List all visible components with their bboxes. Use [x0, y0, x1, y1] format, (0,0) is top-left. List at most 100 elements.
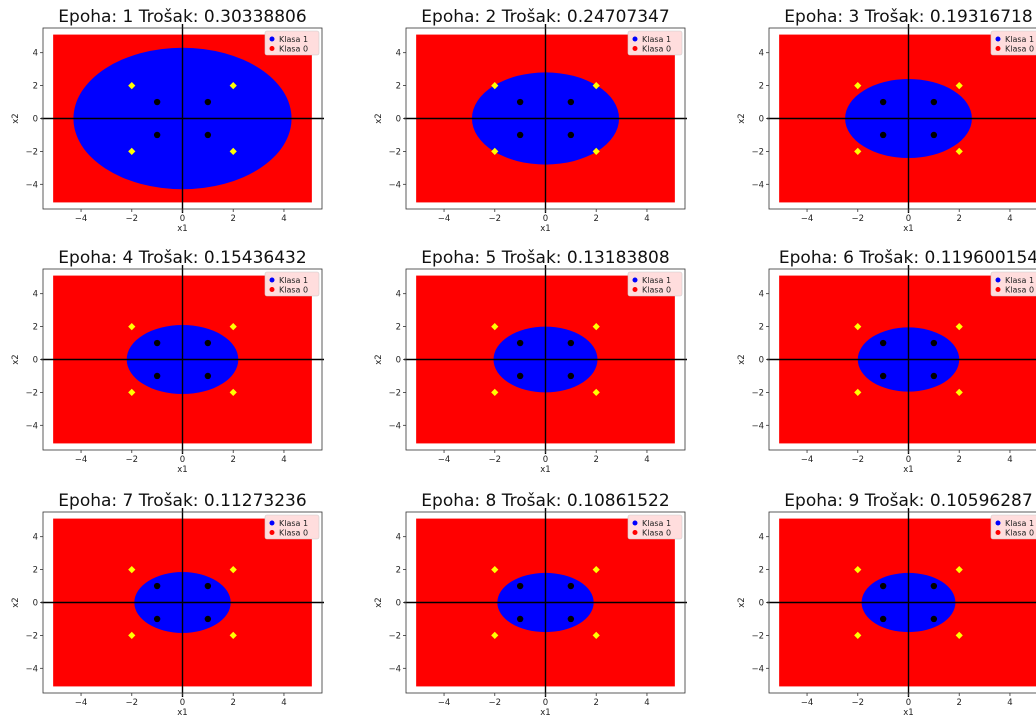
y-tick-label: −4 — [388, 421, 401, 431]
legend-box — [264, 271, 320, 297]
y-axis-label: x2 — [11, 597, 21, 607]
point-class0 — [128, 565, 136, 574]
y-tick-label: 4 — [396, 533, 401, 543]
legend-marker — [632, 520, 638, 526]
legend-marker — [269, 287, 275, 292]
y-tick-label: −4 — [751, 180, 764, 190]
x-tick-label: −2 — [489, 455, 502, 465]
point-class1 — [204, 98, 212, 106]
legend-marker — [269, 520, 275, 526]
point-class0 — [128, 631, 136, 640]
y-axis-label: x2 — [737, 597, 747, 607]
point-class0 — [592, 631, 600, 640]
legend-label: Klasa 0 — [642, 45, 671, 54]
y-axis-label: x2 — [737, 113, 747, 123]
subplot-8: Epoha: 8 Trošak: 0.10861522 −4 −2 0 2 4 −4 −2 0 2… — [374, 491, 687, 718]
subplot-title: Epoha: 9 Trošak: 0.10596287 — [784, 491, 1032, 511]
y-tick-label: 4 — [33, 533, 38, 543]
legend-label: Klasa 1 — [1005, 519, 1034, 528]
x-tick-label: −4 — [438, 455, 451, 465]
legend-marker — [995, 46, 1001, 51]
subplot-title: Epoha: 2 Trošak: 0.24707347 — [421, 7, 669, 27]
x-tick-label: 0 — [906, 214, 911, 224]
x-tick-label: 2 — [231, 455, 236, 465]
y-tick-label: 4 — [759, 290, 764, 300]
point-class0 — [854, 322, 862, 331]
point-class0 — [854, 631, 862, 640]
legend-label: Klasa 0 — [642, 286, 671, 295]
point-class1 — [930, 615, 938, 623]
y-tick-label: 0 — [33, 599, 38, 609]
point-class1 — [153, 98, 161, 106]
legend-box — [990, 514, 1036, 540]
y-tick-label: 2 — [759, 82, 764, 92]
point-class1 — [930, 339, 938, 347]
legend-marker — [995, 287, 1001, 292]
point-class1 — [516, 615, 524, 623]
point-class0 — [229, 147, 237, 156]
y-tick-label: 2 — [759, 566, 764, 576]
y-tick-label: −4 — [25, 664, 38, 674]
x-axis-label: x1 — [903, 708, 913, 718]
subplot-4: Epoha: 4 Trošak: 0.15436432 −4 −2 0 2 4 −4 −2 0 2… — [11, 248, 324, 475]
y-tick-label: 2 — [396, 323, 401, 333]
legend-box — [990, 271, 1036, 297]
y-tick-label: 2 — [33, 82, 38, 92]
x-tick-label: −4 — [801, 214, 814, 224]
y-tick-label: 0 — [759, 599, 764, 609]
y-tick-label: −2 — [388, 388, 401, 398]
subplot-title: Epoha: 8 Trošak: 0.10861522 — [421, 491, 669, 511]
legend-marker — [632, 36, 638, 42]
x-axis-label: x1 — [903, 224, 913, 234]
x-axis-label: x1 — [177, 708, 187, 718]
subplot-7: Epoha: 7 Trošak: 0.11273236 −4 −2 0 2 4 −4 −2 0 2… — [11, 491, 324, 718]
y-tick-label: −4 — [388, 664, 401, 674]
legend-marker — [995, 530, 1001, 535]
point-class0 — [854, 565, 862, 574]
x-tick-label: 2 — [231, 698, 236, 708]
subplot-9: Epoha: 9 Trošak: 0.10596287 −4 −2 0 2 4 −4 −2 0 2… — [737, 491, 1036, 718]
legend-label: Klasa 0 — [279, 529, 308, 538]
x-tick-label: −2 — [489, 698, 502, 708]
subplot-1: Epoha: 1 Trošak: 0.30338806 −4 −2 0 2 4 −4 −2 0 2… — [11, 7, 324, 234]
x-tick-label: 2 — [957, 698, 962, 708]
legend-marker — [632, 287, 638, 292]
legend-label: Klasa 1 — [642, 35, 671, 44]
legend-marker — [269, 530, 275, 535]
point-class0 — [229, 388, 237, 397]
legend-label: Klasa 0 — [1005, 45, 1034, 54]
y-tick-label: 0 — [759, 356, 764, 366]
x-tick-label: 2 — [957, 455, 962, 465]
point-class1 — [879, 98, 887, 106]
legend-box — [990, 30, 1036, 56]
legend-label: Klasa 1 — [279, 276, 308, 285]
point-class0 — [592, 147, 600, 156]
y-tick-label: 0 — [33, 356, 38, 366]
legend-marker — [995, 277, 1001, 283]
y-tick-label: 0 — [396, 356, 401, 366]
x-axis-label: x1 — [177, 465, 187, 475]
y-tick-label: 4 — [759, 49, 764, 59]
point-class0 — [955, 631, 963, 640]
x-tick-label: −2 — [126, 698, 139, 708]
y-tick-label: 4 — [759, 533, 764, 543]
point-class1 — [567, 615, 575, 623]
y-tick-label: 2 — [396, 82, 401, 92]
x-tick-label: −2 — [852, 455, 865, 465]
legend-marker — [269, 277, 275, 283]
point-class1 — [879, 339, 887, 347]
legend-marker — [632, 530, 638, 535]
y-axis-label: x2 — [374, 354, 384, 364]
legend-label: Klasa 1 — [642, 519, 671, 528]
point-class1 — [153, 615, 161, 623]
y-axis-label: x2 — [11, 113, 21, 123]
y-tick-label: 2 — [33, 323, 38, 333]
point-class1 — [930, 98, 938, 106]
point-class0 — [229, 565, 237, 574]
point-class1 — [153, 582, 161, 590]
y-tick-label: 4 — [33, 49, 38, 59]
y-tick-label: −2 — [751, 147, 764, 157]
